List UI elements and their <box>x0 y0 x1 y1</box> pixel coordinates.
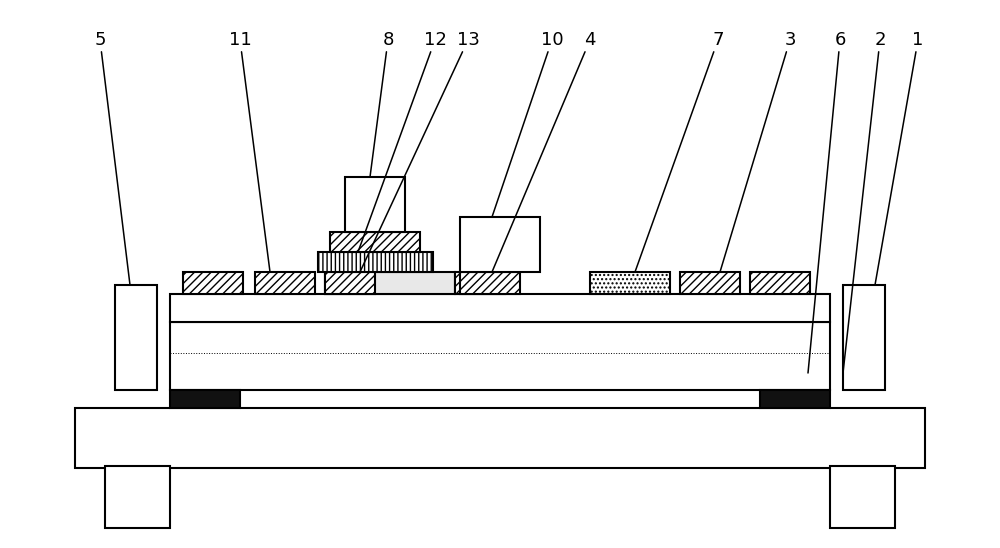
Text: 7: 7 <box>635 31 724 272</box>
Bar <box>183 272 243 294</box>
Bar <box>325 272 375 294</box>
Bar <box>750 272 810 294</box>
Bar <box>170 322 830 390</box>
Bar <box>455 272 505 294</box>
Bar <box>325 272 455 294</box>
Text: 3: 3 <box>720 31 796 272</box>
Bar <box>255 272 315 294</box>
Bar <box>590 272 670 294</box>
Text: 5: 5 <box>94 31 130 285</box>
Bar <box>680 272 740 294</box>
Text: 11: 11 <box>229 31 270 272</box>
Text: 12: 12 <box>358 31 446 252</box>
Text: 10: 10 <box>492 31 563 217</box>
Bar <box>318 252 433 272</box>
Bar <box>330 232 420 252</box>
Bar <box>830 466 895 528</box>
Bar <box>75 408 925 468</box>
Text: 1: 1 <box>875 31 924 285</box>
Bar <box>843 285 885 390</box>
Text: 6: 6 <box>808 31 846 373</box>
Bar <box>760 390 830 408</box>
Bar <box>105 466 170 528</box>
Text: 8: 8 <box>370 31 394 177</box>
Bar <box>170 294 830 322</box>
Bar <box>460 272 520 294</box>
Text: 13: 13 <box>360 31 479 272</box>
Bar <box>170 390 240 408</box>
Bar <box>345 177 405 232</box>
Text: 2: 2 <box>843 31 886 373</box>
Bar <box>460 217 540 272</box>
Text: 4: 4 <box>492 31 596 272</box>
Bar <box>115 285 157 390</box>
